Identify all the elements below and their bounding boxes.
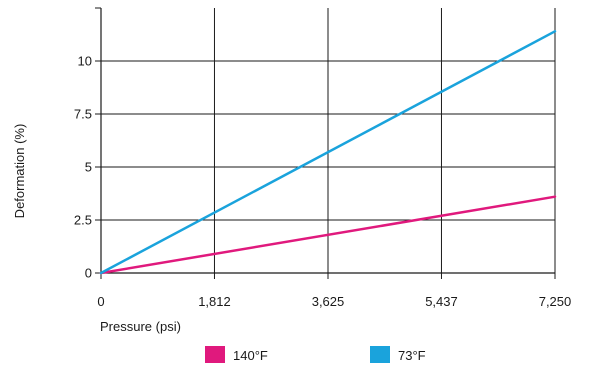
- x-tick-label: 3,625: [312, 294, 345, 309]
- series-lines: [99, 30, 557, 275]
- y-tick-label: 2.5: [74, 213, 92, 228]
- tick-labels: 0 1,812 3,625 5,437 7,250 0 2.5 5 7.5 10: [74, 54, 571, 310]
- x-tick-label: 7,250: [539, 294, 572, 309]
- legend-swatch: [370, 346, 390, 363]
- series-line-1: [99, 30, 557, 275]
- y-tick-label: 7.5: [74, 107, 92, 122]
- legend-swatch: [205, 346, 225, 363]
- series-line-0: [99, 195, 557, 275]
- legend-label: 73°F: [398, 348, 426, 363]
- x-tick-label: 5,437: [425, 294, 458, 309]
- legend-label: 140°F: [233, 348, 268, 363]
- y-axis-title: Deformation (%): [12, 124, 27, 219]
- x-axis-title: Pressure (psi): [100, 319, 181, 334]
- y-tick-label: 10: [78, 54, 92, 69]
- x-tick-label: 1,812: [198, 294, 231, 309]
- y-tick-label: 0: [85, 266, 92, 281]
- x-tick-label: 0: [97, 294, 104, 309]
- legend: 140°F 73°F: [205, 346, 426, 363]
- grid: [101, 8, 556, 273]
- y-tick-label: 5: [85, 160, 92, 175]
